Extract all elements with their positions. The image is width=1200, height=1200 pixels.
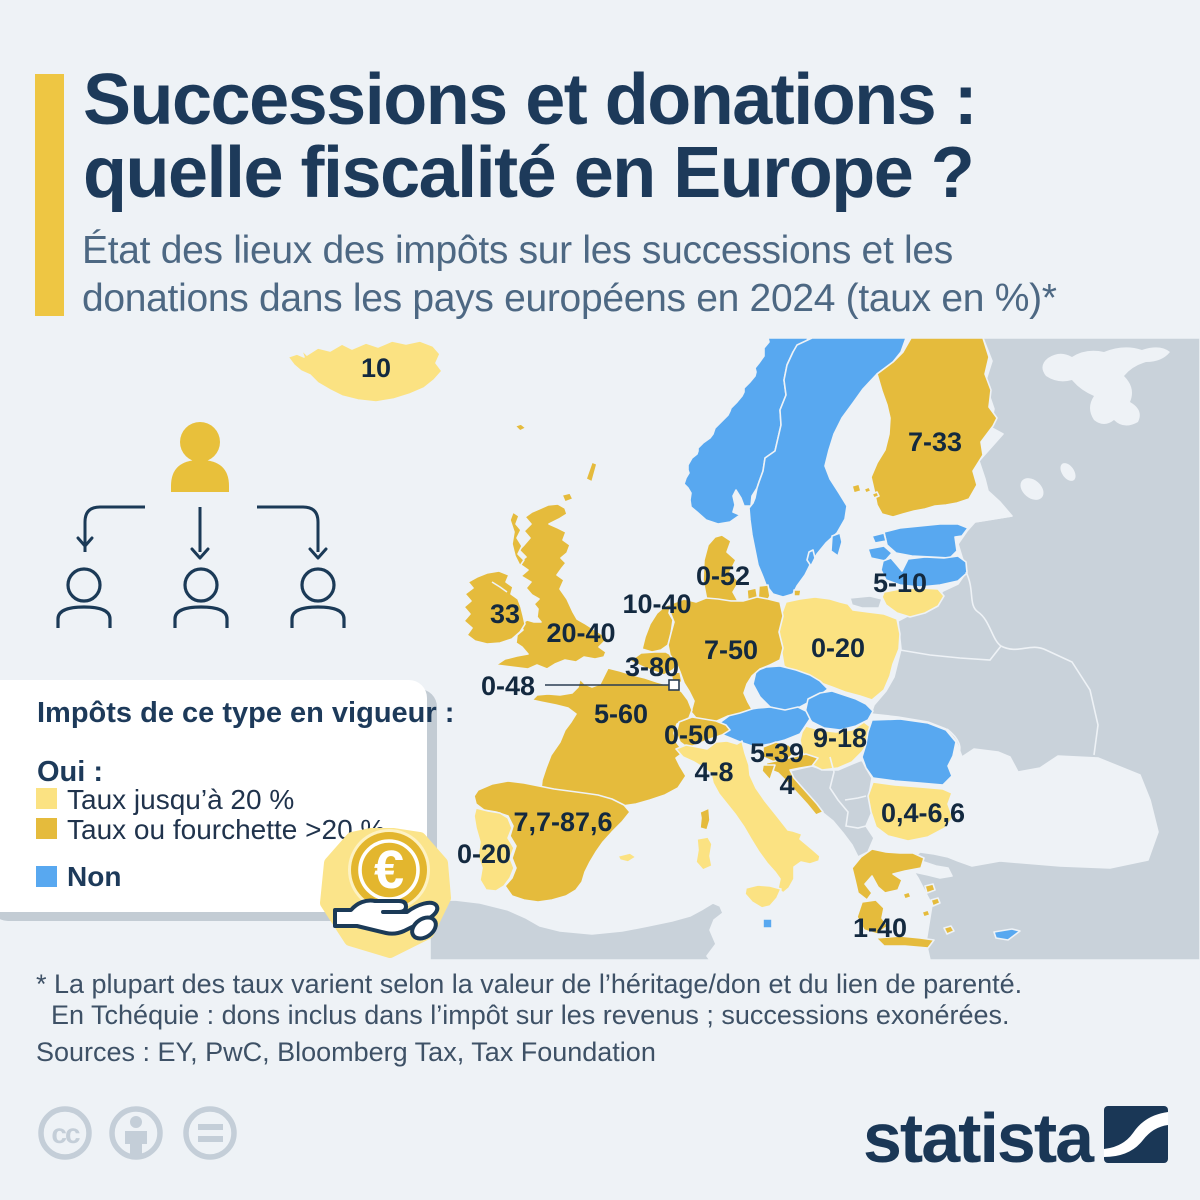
svg-text:0-52: 0-52 bbox=[696, 561, 750, 591]
svg-text:7-33: 7-33 bbox=[908, 427, 962, 457]
svg-text:5-10: 5-10 bbox=[873, 568, 927, 598]
svg-text:20-40: 20-40 bbox=[546, 618, 615, 648]
svg-text:7,7-87,6: 7,7-87,6 bbox=[513, 807, 612, 837]
svg-text:7-50: 7-50 bbox=[704, 635, 758, 665]
svg-text:3-80: 3-80 bbox=[625, 652, 679, 682]
svg-text:cc: cc bbox=[51, 1118, 80, 1149]
svg-text:0-48: 0-48 bbox=[481, 671, 535, 701]
svg-text:0-20: 0-20 bbox=[457, 839, 511, 869]
svg-text:statista: statista bbox=[863, 1099, 1095, 1175]
svg-text:10-40: 10-40 bbox=[622, 589, 691, 619]
svg-text:10: 10 bbox=[361, 353, 391, 383]
svg-text:1-40: 1-40 bbox=[853, 913, 907, 943]
svg-text:0-50: 0-50 bbox=[664, 720, 718, 750]
svg-text:0-20: 0-20 bbox=[811, 633, 865, 663]
svg-text:9-18: 9-18 bbox=[813, 723, 867, 753]
svg-text:33: 33 bbox=[490, 599, 520, 629]
svg-text:5-39: 5-39 bbox=[750, 738, 804, 768]
svg-text:4: 4 bbox=[779, 770, 794, 800]
svg-text:€: € bbox=[374, 840, 404, 900]
svg-text:0,4-6,6: 0,4-6,6 bbox=[881, 798, 965, 828]
svg-text:4-8: 4-8 bbox=[694, 757, 733, 787]
svg-text:5-60: 5-60 bbox=[594, 699, 648, 729]
